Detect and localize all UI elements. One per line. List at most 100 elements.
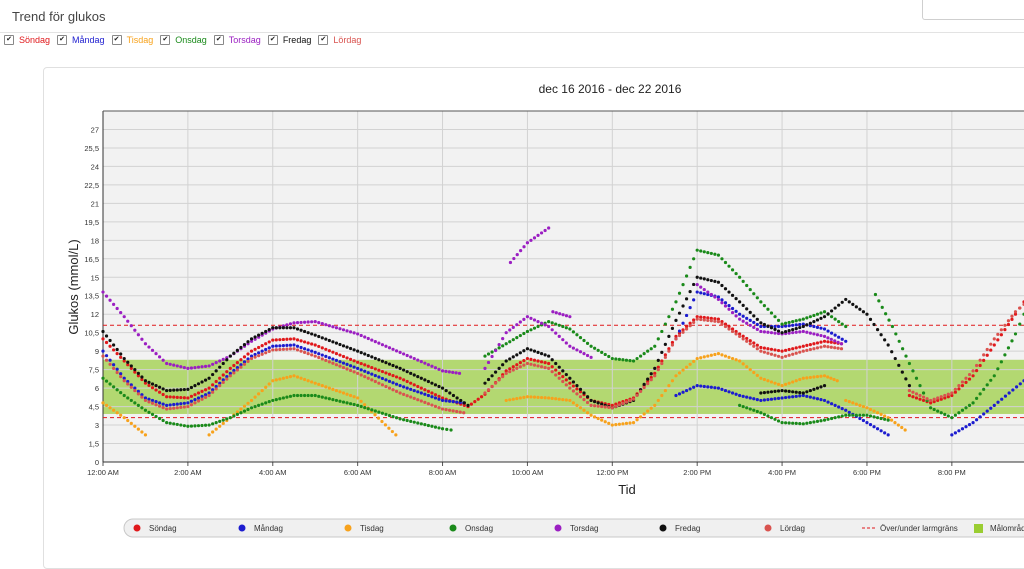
checkbox[interactable]: ✔ (318, 35, 329, 45)
data-point (405, 370, 409, 374)
filter-fredag[interactable]: ✔ Fredag (267, 35, 312, 45)
checkbox[interactable]: ✔ (160, 35, 171, 45)
data-point (766, 330, 770, 334)
data-point (642, 352, 646, 356)
data-point (249, 337, 254, 341)
checkbox[interactable]: ✔ (111, 35, 122, 45)
data-point (122, 379, 126, 383)
filter-lordag[interactable]: ✔ Lördag (318, 35, 361, 45)
data-point (798, 422, 802, 426)
data-point (522, 359, 526, 363)
data-point (469, 402, 473, 406)
checkbox[interactable]: ✔ (57, 35, 68, 45)
filter-sondag[interactable]: ✔ Söndag (4, 35, 50, 45)
checkbox[interactable]: ✔ (267, 35, 278, 45)
data-point (653, 371, 657, 375)
data-point (844, 339, 848, 343)
data-point (341, 400, 346, 404)
data-point (331, 387, 335, 391)
data-point (989, 378, 993, 382)
data-point (568, 381, 572, 385)
data-point (235, 412, 240, 416)
data-point (310, 349, 314, 353)
data-point (833, 306, 837, 310)
filter-onsdag[interactable]: ✔ Onsdag (160, 35, 207, 45)
series-5 (101, 275, 912, 410)
data-point (104, 379, 109, 383)
data-point (861, 404, 866, 409)
data-point (218, 419, 222, 423)
data-point (967, 423, 972, 427)
data-point (218, 376, 222, 380)
data-point (274, 338, 278, 342)
data-point (501, 363, 505, 367)
data-point (829, 337, 833, 341)
y-tick-label: 18 (91, 236, 99, 245)
data-point (547, 320, 551, 324)
data-point (561, 369, 565, 373)
data-point (677, 392, 682, 396)
data-point (815, 312, 820, 316)
data-point (653, 403, 657, 407)
data-point (791, 421, 795, 425)
data-point (133, 328, 137, 332)
data-point (847, 400, 851, 404)
data-point (861, 310, 866, 314)
data-point (883, 431, 887, 435)
data-point (186, 396, 190, 400)
data-point (656, 368, 660, 372)
data-point (688, 265, 692, 270)
data-point (508, 340, 512, 344)
filter-torsdag[interactable]: ✔ Torsdag (213, 35, 261, 45)
data-point (242, 362, 247, 366)
data-point (561, 324, 565, 329)
x-tick-label: 4:00 AM (259, 468, 287, 477)
data-point (635, 418, 639, 422)
data-point (893, 356, 897, 361)
data-point (490, 354, 494, 359)
data-point (646, 349, 650, 353)
data-point (150, 401, 155, 405)
data-point (875, 328, 880, 332)
filter-mandag[interactable]: ✔ Måndag (57, 35, 105, 45)
data-point (281, 337, 285, 342)
data-point (479, 395, 484, 399)
data-point (791, 390, 795, 394)
filter-label: Fredag (282, 35, 312, 45)
data-point (426, 379, 430, 384)
data-point (558, 312, 562, 316)
data-point (451, 370, 455, 374)
data-point (522, 245, 526, 249)
data-point (805, 316, 809, 320)
data-point (815, 341, 820, 345)
data-point (430, 395, 434, 399)
data-point (653, 344, 657, 348)
data-point (433, 393, 438, 397)
header-dropdown[interactable] (922, 0, 1024, 20)
data-point (904, 377, 908, 381)
data-point (706, 290, 710, 294)
data-point (681, 321, 685, 325)
data-point (366, 353, 370, 358)
data-point (738, 359, 742, 363)
checkbox[interactable]: ✔ (213, 35, 224, 45)
data-point (522, 331, 526, 336)
data-point (161, 358, 165, 362)
data-point (975, 369, 979, 373)
data-point (108, 382, 112, 386)
data-point (288, 375, 293, 379)
data-point (921, 398, 926, 403)
data-point (692, 320, 696, 325)
data-point (122, 315, 126, 319)
data-point (182, 424, 186, 428)
data-point (677, 371, 682, 375)
data-point (858, 416, 862, 421)
data-point (444, 399, 448, 403)
data-point (253, 347, 257, 351)
checkbox[interactable]: ✔ (4, 35, 14, 45)
filter-tisdag[interactable]: ✔ Tisdag (111, 35, 153, 45)
data-point (157, 416, 162, 421)
data-point (776, 348, 781, 353)
data-point (832, 377, 836, 382)
data-point (677, 329, 682, 333)
